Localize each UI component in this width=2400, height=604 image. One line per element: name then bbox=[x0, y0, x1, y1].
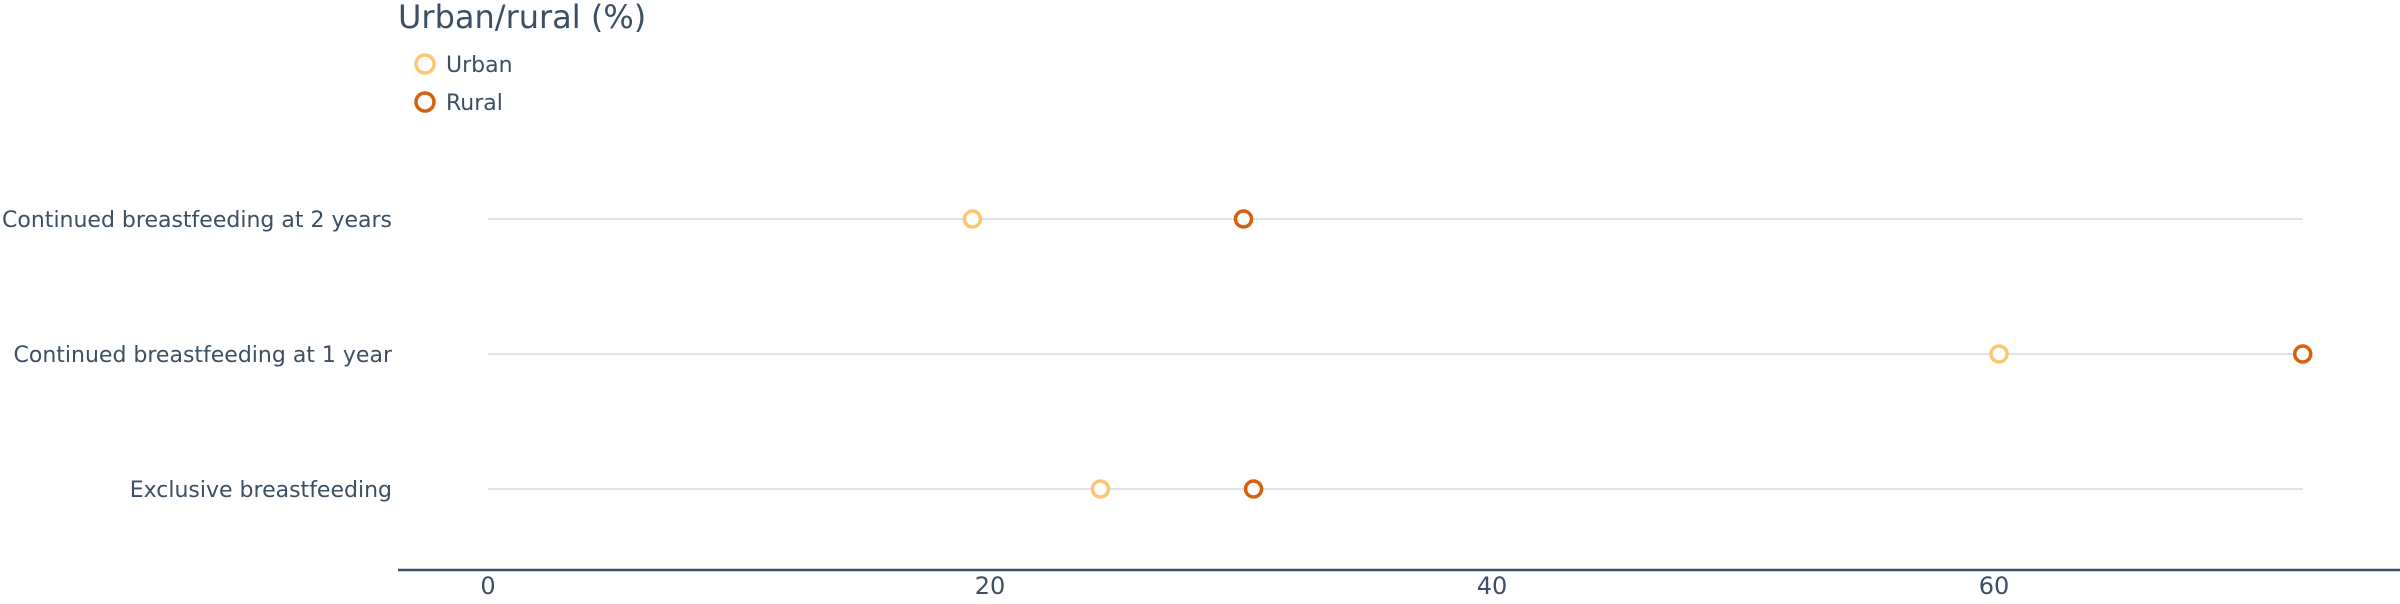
data-point-urban bbox=[1090, 479, 1111, 499]
legend-item-urban: Urban bbox=[414, 53, 513, 78]
chart-title: Urban/rural (%) bbox=[398, 0, 646, 36]
legend-label-urban: Urban bbox=[446, 53, 513, 78]
data-point-urban bbox=[1989, 344, 2009, 364]
x-tick-label: 40 bbox=[1477, 572, 1508, 600]
category-label: Exclusive breastfeeding bbox=[130, 478, 392, 503]
legend-item-rural: Rural bbox=[414, 91, 503, 116]
category-tracks bbox=[488, 218, 2303, 490]
data-point-rural bbox=[1243, 479, 1264, 499]
data-point-rural bbox=[2292, 344, 2313, 364]
legend-label-rural: Rural bbox=[446, 91, 503, 116]
legend-marker-urban bbox=[414, 53, 436, 75]
legend-marker-rural bbox=[414, 91, 436, 113]
category-label: Continued breastfeeding at 1 year bbox=[14, 343, 393, 368]
x-axis: 0 20 40 60 bbox=[398, 568, 2400, 600]
x-tick-label: 20 bbox=[975, 572, 1006, 600]
data-point-rural bbox=[1233, 209, 1254, 229]
category-labels: Continued breastfeeding at 2 years Contin… bbox=[2, 208, 393, 503]
x-tick-label: 0 bbox=[480, 572, 495, 600]
category-label: Continued breastfeeding at 2 years bbox=[2, 208, 392, 233]
data-points bbox=[962, 209, 2313, 499]
x-tick-label: 60 bbox=[1979, 572, 2010, 600]
data-point-urban bbox=[962, 209, 983, 229]
legend: Urban Rural bbox=[414, 53, 513, 116]
